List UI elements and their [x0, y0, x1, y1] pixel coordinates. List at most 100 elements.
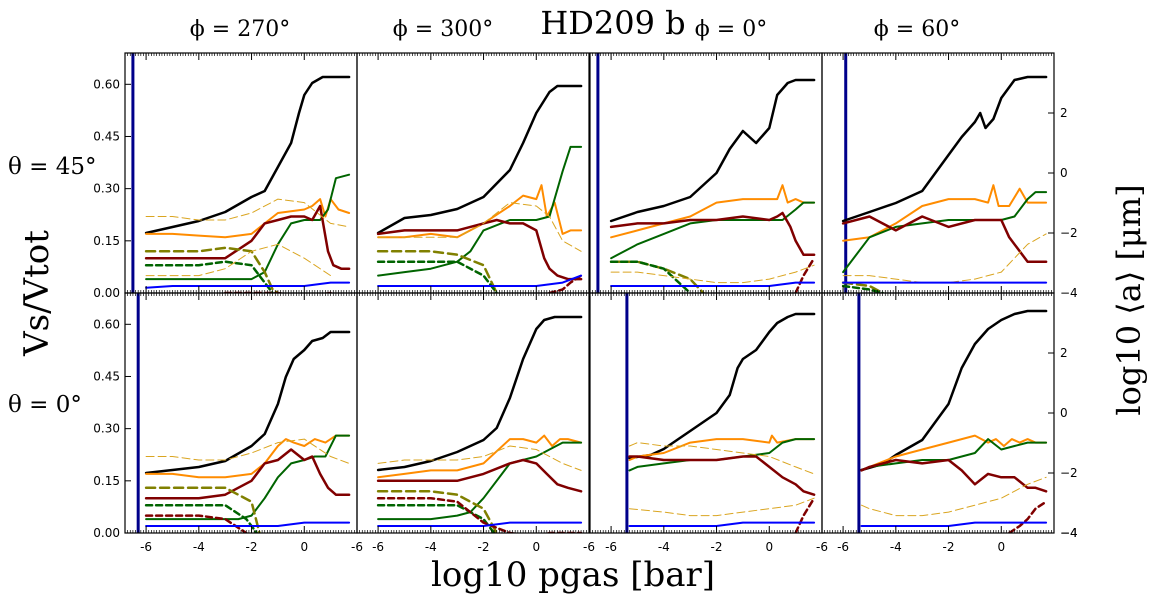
x-tick-label: -2	[246, 540, 258, 554]
panel-phi0-theta45	[589, 52, 823, 294]
y-right-tick-label: −4	[1060, 526, 1078, 540]
panel-phi270-theta45: 0.00 0.15 0.30 0.45 0.60	[93, 52, 358, 300]
series-line-mgsio3-s-	[144, 503, 259, 533]
y-left-tick-label: 0.15	[93, 234, 120, 248]
series-line-kcl-s-	[610, 281, 816, 287]
series-line-tio2-s-	[628, 434, 816, 461]
series-line-mgo-s-	[145, 198, 350, 228]
series-line-mean-grain-size	[860, 309, 1048, 472]
x-tick-label: -2	[711, 540, 723, 554]
panel-phi60-theta0: -6 -4 -2 0−4−202−4	[821, 292, 1078, 554]
y-axis-label-left: Vs/Vtot	[17, 230, 57, 357]
x-tick-label: -6	[816, 540, 828, 554]
row-label-theta45: θ = 45°	[8, 154, 97, 180]
panel-phi300-theta0: -6 -4 -2 0 -6	[356, 292, 595, 554]
col-label-phi300: ϕ = 300°	[393, 17, 493, 42]
series-line-fe-s-	[376, 458, 583, 493]
series-line-mgsio3-s-	[841, 284, 884, 293]
series-line-fe-s-	[376, 218, 583, 281]
x-tick-label: -6	[140, 540, 152, 554]
series-line-kcl-s-	[145, 521, 351, 527]
x-tick-label: -2	[478, 540, 490, 554]
panel-frame	[589, 292, 823, 534]
x-tick-label: 0	[300, 540, 308, 554]
plot-area	[376, 84, 583, 293]
panel-frame	[821, 292, 1055, 534]
y-right-tick-label: 2	[1060, 106, 1068, 120]
y-left-tick-label: 0.60	[93, 77, 120, 91]
series-line-mgsio3-thin	[145, 243, 332, 277]
row-label-theta0: θ = 0°	[8, 392, 82, 418]
series-line-fe-s-	[609, 211, 816, 256]
panel-frame	[589, 52, 823, 294]
series-line-tio2-s-	[377, 434, 583, 479]
series-line-mgo-s-	[842, 233, 1047, 284]
series-line-fe2sio4-s-	[376, 496, 583, 533]
series-line-al2o3-s-	[145, 434, 351, 521]
x-tick-label: -6	[372, 540, 384, 554]
x-tick-label: -2	[943, 540, 955, 554]
series-line-mgo-s-	[610, 264, 815, 284]
plot-area	[376, 315, 583, 533]
plot-area	[596, 53, 816, 293]
series-line-mean-grain-size	[609, 78, 816, 223]
plot-area	[131, 53, 351, 293]
x-axis-label: log10 pgas [bar]	[431, 555, 715, 595]
series-line-mgsio3-s-	[144, 260, 274, 293]
series-line-mgo-s-	[629, 442, 815, 475]
series-line-fe-s-	[841, 215, 1048, 263]
y-right-tick-label: 0	[1060, 406, 1068, 420]
y-left-tick-label: 0.00	[93, 526, 120, 540]
series-line-kcl-s-	[145, 281, 351, 289]
series-line-al2o3-s-	[377, 145, 583, 277]
y-left-tick-label: 0.00	[93, 286, 120, 300]
series-line-fe2sio4-s-	[794, 496, 816, 533]
y-left-tick-label: 0.15	[93, 474, 120, 488]
series-line-al2o3-s-	[377, 441, 583, 521]
panel-phi300-theta45	[356, 52, 590, 294]
series-line-kcl-s-	[377, 274, 583, 287]
x-tick-label: 0	[532, 540, 540, 554]
series-line-al2o3-s-	[610, 201, 816, 260]
y-right-tick-label: 2	[1060, 346, 1068, 360]
x-tick-label: -4	[890, 540, 902, 554]
y-left-tick-label: 0.45	[93, 369, 120, 383]
x-tick-label: -6	[605, 540, 617, 554]
series-line-al2o3-s-	[842, 191, 1048, 274]
y-left-tick-label: 0.60	[93, 317, 120, 331]
series-line-sio-s-	[376, 250, 498, 293]
series-line-mean-grain-size	[841, 75, 1048, 223]
plot-area	[841, 53, 1048, 293]
x-tick-label: -6	[351, 540, 363, 554]
figure-title: HD209 b	[540, 4, 685, 42]
series-line-mean-grain-size	[376, 315, 583, 472]
plot-area	[857, 293, 1048, 533]
series-line-sio-s-	[609, 260, 705, 293]
series-line-mgo-s-	[861, 476, 1047, 517]
series-line-tio2-s-	[860, 434, 1048, 472]
series-line-tio2-s-	[145, 198, 351, 239]
plot-area	[136, 293, 351, 533]
panel-phi0-theta0: -6 -4 -2 0 -6	[589, 292, 828, 554]
y-axis-label-right: log10 ⟨a⟩ [μm]	[1110, 184, 1148, 415]
series-line-fe-s-	[144, 204, 351, 270]
plot-area	[625, 293, 816, 533]
series-line-mean-grain-size	[144, 75, 351, 235]
series-line-mean-grain-size	[628, 312, 816, 460]
series-line-fe2sio4-s-	[794, 256, 816, 293]
x-tick-label: -4	[193, 540, 205, 554]
x-tick-label: 0	[765, 540, 773, 554]
y-right-tick-label: 0	[1060, 166, 1068, 180]
x-tick-label: -6	[837, 540, 849, 554]
col-label-phi60: ϕ = 60°	[874, 17, 960, 42]
series-line-mean-grain-size	[144, 330, 351, 475]
series-line-mgsio3-thin	[629, 497, 815, 517]
col-label-phi0: ϕ = 0°	[695, 17, 767, 42]
series-line-mgsio3-s-	[376, 260, 498, 293]
x-tick-label: 0	[997, 540, 1005, 554]
series-line-mean-grain-size	[376, 84, 583, 235]
series-line-mgsio3-s-	[609, 260, 692, 293]
x-tick-label: -4	[425, 540, 437, 554]
panel-frame	[821, 52, 1055, 294]
